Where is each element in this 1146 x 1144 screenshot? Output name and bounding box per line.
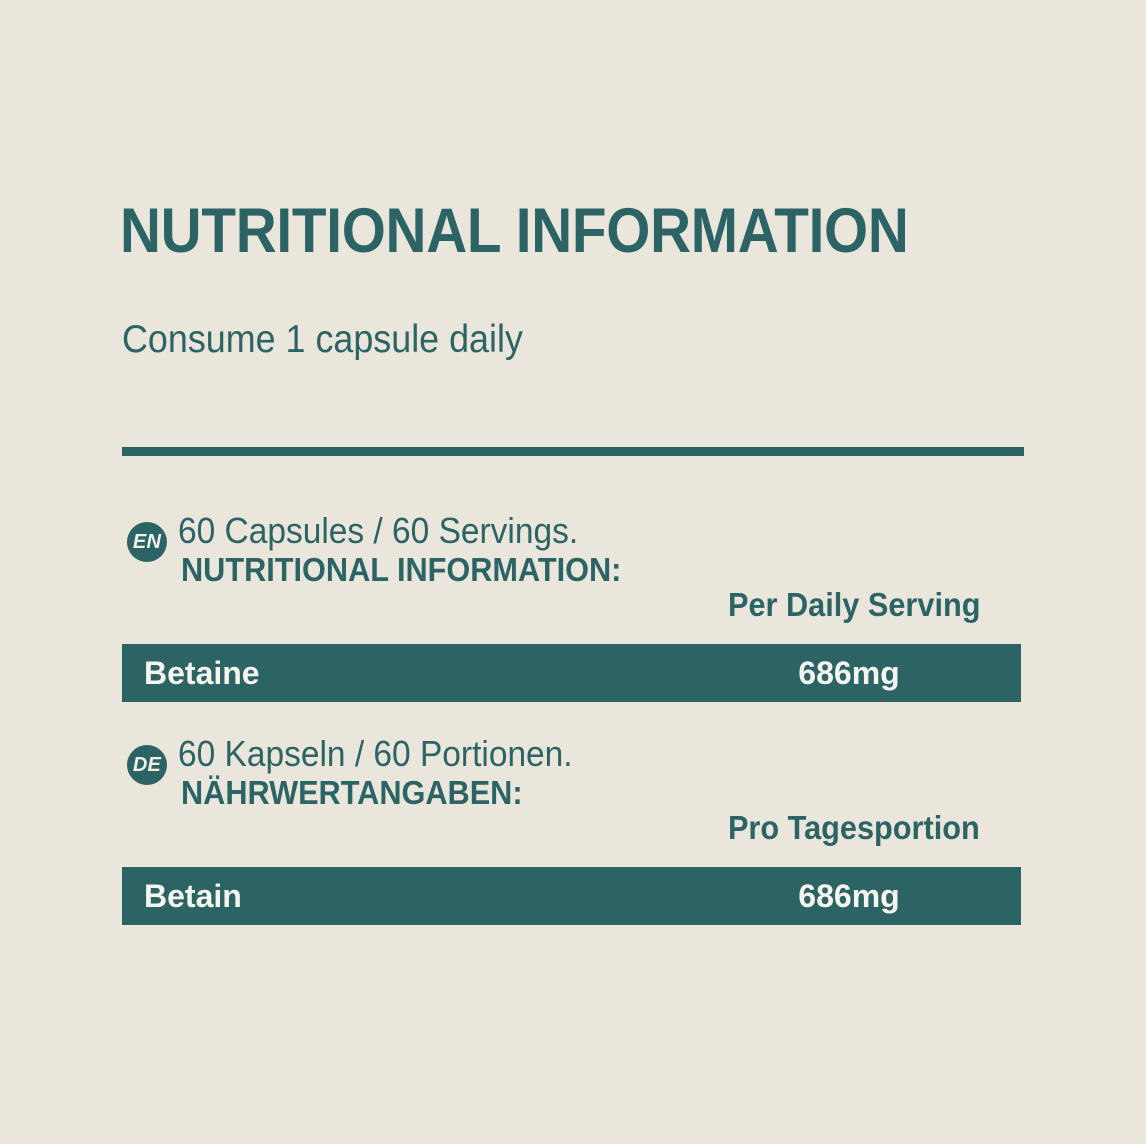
language-badge-de: DE [127,745,167,785]
nutrient-name: Betain [144,878,242,914]
nutrient-row-en-betaine: Betaine 686mg [122,644,1021,702]
nutrient-value: 686mg [798,878,900,914]
column-header-en: Per Daily Serving [727,586,980,623]
facts-heading-en: NUTRITIONAL INFORMATION: [181,551,622,588]
nutrient-name: Betaine [144,655,260,691]
page-subtitle: Consume 1 capsule daily [122,318,523,361]
language-badge-en: EN [127,522,167,562]
section-divider [122,447,1024,456]
nutrient-row-de-betain: Betain 686mg [122,867,1021,925]
serving-size-line-en: 60 Capsules / 60 Servings. [178,510,579,551]
nutrient-value: 686mg [798,655,900,691]
serving-size-line-de: 60 Kapseln / 60 Portionen. [178,733,573,774]
facts-heading-de: NÄHRWERTANGABEN: [181,774,523,811]
page-title: NUTRITIONAL INFORMATION [120,196,909,266]
column-header-de: Pro Tagesportion [728,809,980,846]
